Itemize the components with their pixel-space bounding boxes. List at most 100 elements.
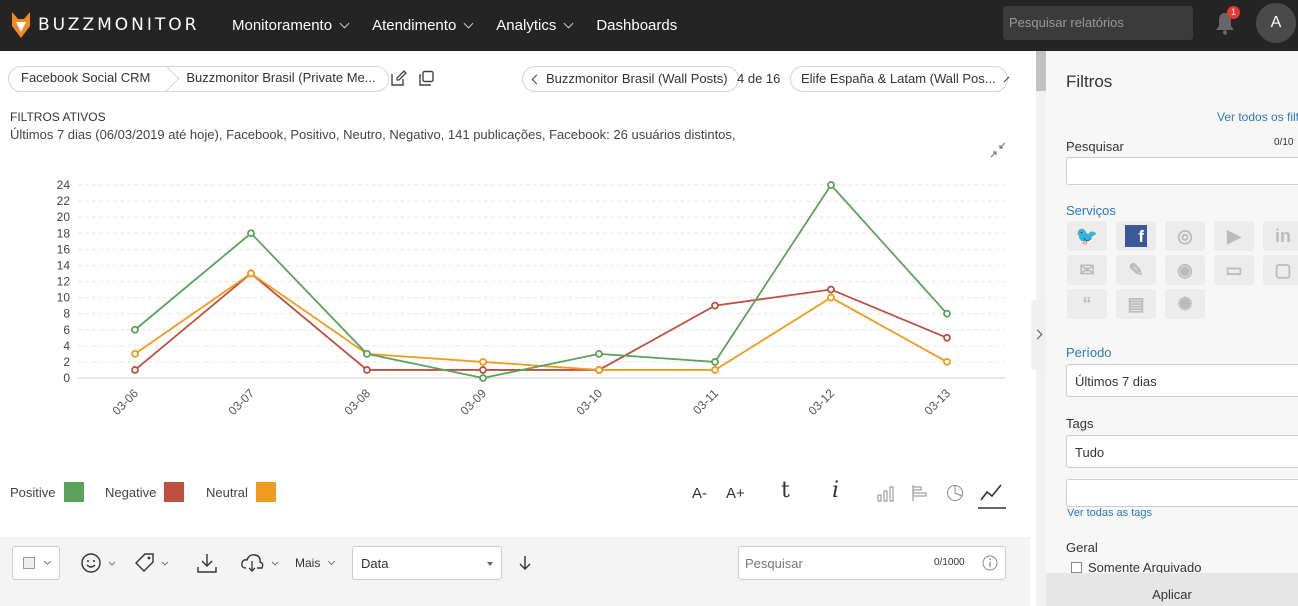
- logo-text: BUZZMONITOR: [38, 15, 200, 35]
- video-icon[interactable]: ▭: [1214, 255, 1254, 285]
- series-line-neutral: [134, 272, 948, 371]
- nav-item-label: Dashboards: [596, 17, 678, 34]
- news-icon[interactable]: ▤: [1116, 289, 1156, 319]
- buzzmonitor-logo[interactable]: BUZZMONITOR: [10, 8, 199, 42]
- legend-item-neutral[interactable]: Neutral: [206, 482, 276, 502]
- select-all-dropdown[interactable]: [12, 546, 60, 580]
- font-decrease-button[interactable]: A-: [692, 485, 707, 502]
- data-point-negative: [711, 301, 719, 310]
- ticket-icon[interactable]: ✎: [1116, 255, 1156, 285]
- x-tick-label: 03-10: [574, 386, 606, 418]
- tag-icon[interactable]: [133, 552, 173, 574]
- instagram-glyph: ◎: [1177, 225, 1193, 246]
- pie-chart-icon[interactable]: [946, 484, 964, 502]
- youtube-icon[interactable]: ▶: [1214, 221, 1254, 251]
- more-actions-button[interactable]: Mais: [295, 556, 335, 570]
- nav-item-monitoramento[interactable]: Monitoramento: [232, 17, 350, 34]
- y-tick-label: 12: [57, 275, 71, 289]
- camera-icon[interactable]: ◉: [1165, 255, 1205, 285]
- y-tick-label: 24: [57, 178, 71, 192]
- breadcrumb-item-private-messages[interactable]: Buzzmonitor Brasil (Private Me...: [186, 70, 376, 85]
- series-line-negative: [134, 272, 948, 371]
- see-all-tags-link[interactable]: Ver todas as tags: [1067, 507, 1152, 519]
- series-line-positive: [134, 183, 948, 379]
- tags-select[interactable]: Tudo: [1066, 435, 1298, 468]
- data-point-positive: [943, 309, 951, 318]
- camera-glyph: ◉: [1177, 259, 1193, 280]
- scrollbar-thumb[interactable]: [1036, 51, 1046, 91]
- fox-logo-icon: [12, 12, 30, 38]
- facebook-icon[interactable]: f: [1116, 221, 1156, 251]
- nav-item-label: Analytics: [496, 17, 557, 34]
- avatar[interactable]: A: [1256, 3, 1296, 43]
- apply-label: Aplicar: [1152, 587, 1192, 602]
- checkbox[interactable]: [1071, 562, 1082, 573]
- legend-item-positive[interactable]: Positive: [10, 482, 84, 502]
- y-tick-label: 10: [57, 291, 71, 305]
- apply-filters-button[interactable]: Aplicar: [1046, 573, 1298, 606]
- data-point-positive: [711, 358, 719, 366]
- edit-icon[interactable]: [390, 70, 407, 87]
- see-all-filters-link[interactable]: Ver todos os filt: [1217, 110, 1298, 124]
- download-icon[interactable]: [196, 552, 218, 574]
- y-tick-label: 14: [57, 258, 71, 272]
- posts-search-input[interactable]: Pesquisar 0/1000: [738, 546, 1006, 580]
- horizontal-bar-chart-icon[interactable]: [912, 484, 930, 502]
- data-point-negative: [827, 285, 835, 294]
- quote-icon[interactable]: “: [1067, 289, 1107, 319]
- chevron-down-icon: [339, 18, 350, 29]
- y-tick-label: 0: [63, 371, 70, 385]
- collapse-icon[interactable]: [990, 142, 1006, 158]
- reports-search-input[interactable]: Pesquisar relatórios: [1003, 6, 1193, 40]
- nav-item-analytics[interactable]: Analytics: [496, 17, 574, 34]
- tags-search-input[interactable]: [1066, 479, 1298, 507]
- instagram-icon[interactable]: ◎: [1165, 221, 1205, 251]
- font-increase-button[interactable]: A+: [726, 485, 745, 502]
- x-tick-label: 03-11: [690, 386, 721, 417]
- next-report-button[interactable]: Elife España & Latam (Wall Pos...: [790, 66, 1009, 92]
- linkedin-glyph: in: [1275, 225, 1291, 246]
- data-point-neutral: [131, 349, 139, 358]
- data-point-positive: [247, 229, 255, 238]
- info-circle-icon[interactable]: [982, 555, 998, 571]
- tumblr-icon[interactable]: t: [781, 478, 790, 503]
- info-icon[interactable]: i: [832, 478, 840, 503]
- chevron-down-icon: [43, 557, 52, 566]
- email-icon[interactable]: ✉: [1067, 255, 1107, 285]
- x-tick-label: 03-09: [458, 386, 490, 418]
- sort-select[interactable]: Data: [352, 546, 502, 580]
- search-label: Pesquisar: [1066, 139, 1124, 154]
- y-tick-label: 16: [57, 242, 71, 256]
- chat-icon[interactable]: ▢: [1263, 255, 1298, 285]
- sidebar-toggle-button[interactable]: [1031, 300, 1046, 370]
- line-chart-icon[interactable]: [978, 480, 1006, 510]
- next-report-label: Elife España & Latam (Wall Pos...: [801, 71, 996, 86]
- quote-glyph: “: [1082, 293, 1092, 314]
- cloud-upload-icon[interactable]: [240, 552, 284, 574]
- spark-glyph: ✺: [1177, 293, 1193, 314]
- data-point-negative: [131, 366, 139, 374]
- legend-item-negative[interactable]: Negative: [105, 482, 185, 502]
- duplicate-icon[interactable]: [418, 70, 435, 87]
- active-filters-title: FILTROS ATIVOS: [10, 110, 106, 124]
- checkbox[interactable]: [23, 557, 35, 569]
- sort-direction-icon[interactable]: [518, 555, 532, 571]
- twitter-icon[interactable]: 🐦: [1067, 221, 1107, 251]
- spark-icon[interactable]: ✺: [1165, 289, 1205, 319]
- legend-label: Neutral: [206, 484, 248, 500]
- period-select[interactable]: Últimos 7 dias: [1066, 364, 1298, 397]
- breadcrumb-separator: [162, 67, 174, 91]
- previous-report-button[interactable]: Buzzmonitor Brasil (Wall Posts): [522, 66, 739, 92]
- legend-swatch-positive: [63, 482, 84, 502]
- sentiment-icon[interactable]: [80, 552, 120, 574]
- sidebar-search-input[interactable]: [1066, 157, 1298, 185]
- linkedin-icon[interactable]: in: [1263, 221, 1298, 251]
- breadcrumb-item-facebook-crm[interactable]: Facebook Social CRM: [21, 70, 151, 85]
- bar-chart-icon[interactable]: [877, 484, 895, 502]
- nav-item-dashboards[interactable]: Dashboards: [596, 17, 677, 34]
- legend-label: Negative: [105, 484, 157, 500]
- nav-item-atendimento[interactable]: Atendimento: [372, 17, 474, 34]
- notification-badge: 1: [1227, 6, 1240, 19]
- y-tick-label: 4: [63, 339, 70, 353]
- only-archived-option[interactable]: Somente Arquivado: [1071, 560, 1201, 575]
